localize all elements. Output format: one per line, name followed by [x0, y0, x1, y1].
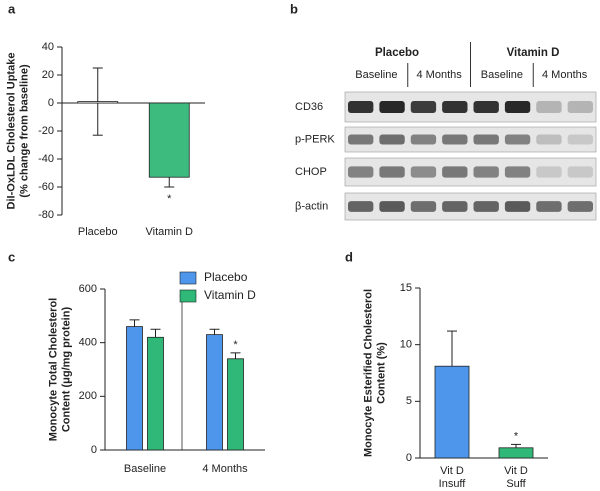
- blot-band: [348, 134, 374, 145]
- blot-band: [536, 166, 562, 178]
- blot-band: [536, 101, 562, 113]
- blot-band: [504, 134, 531, 145]
- y-tick-label: 0: [48, 97, 54, 109]
- y-tick-label: -20: [38, 125, 54, 137]
- blot-band: [473, 166, 499, 178]
- blot-band: [410, 101, 437, 113]
- panel-label: a: [8, 1, 16, 16]
- x-tick-label: 4 Months: [202, 463, 248, 475]
- blot-band: [442, 166, 468, 178]
- timepoint-label: 4 Months: [417, 69, 463, 81]
- y-tick-label: -40: [38, 153, 54, 165]
- blot-band: [348, 166, 374, 178]
- x-tick-label: Vit D: [440, 465, 464, 477]
- blot-band: [442, 101, 468, 113]
- significance-marker: *: [167, 193, 172, 205]
- blot-band: [410, 134, 437, 145]
- bar: [126, 326, 143, 451]
- blot-band: [379, 101, 405, 113]
- bar: [77, 101, 119, 104]
- y-tick-label: 600: [79, 283, 97, 295]
- y-axis-label: Monocyte Esterified Cholesterol: [362, 289, 374, 457]
- y-axis-label: (% change from baseline): [18, 64, 30, 198]
- blot-band: [442, 201, 468, 212]
- bar: [227, 358, 244, 451]
- blot-band: [379, 201, 405, 212]
- bar: [206, 334, 223, 451]
- blot-row-label: p-PERK: [295, 133, 335, 145]
- y-tick-label: 0: [406, 452, 412, 464]
- timepoint-label: 4 Months: [542, 69, 588, 81]
- y-tick-label: 20: [42, 69, 54, 81]
- y-axis-label: DiI-OxLDL Cholesterol Uptake: [5, 53, 17, 210]
- blot-band: [473, 201, 499, 212]
- bar: [498, 447, 534, 459]
- x-tick-label: Suff: [506, 478, 526, 490]
- blot-band: [379, 134, 405, 145]
- timepoint-label: Baseline: [355, 69, 397, 81]
- blot-band: [567, 134, 593, 145]
- blot-band: [536, 201, 562, 212]
- blot-band: [567, 166, 593, 178]
- bar: [147, 336, 164, 451]
- y-tick-label: 0: [91, 444, 97, 456]
- significance-marker: *: [514, 430, 519, 442]
- blot-band: [504, 201, 531, 212]
- legend-swatch: [179, 271, 197, 285]
- blot-row-label: β-actin: [295, 200, 328, 212]
- bar: [434, 365, 470, 459]
- x-tick-label: Vitamin D: [146, 226, 194, 238]
- y-tick-label: 200: [79, 390, 97, 402]
- y-tick-label: -80: [38, 209, 54, 221]
- timepoint-label: Baseline: [481, 69, 523, 81]
- blot-band: [410, 201, 437, 212]
- blot-band: [348, 101, 374, 113]
- blot-row-label: CD36: [295, 101, 323, 113]
- blot-band: [504, 166, 531, 178]
- blot-band: [536, 134, 562, 145]
- blot-band: [410, 166, 437, 178]
- panel-label: d: [345, 249, 353, 264]
- x-tick-label: Vit D: [504, 465, 528, 477]
- blot-row-label: CHOP: [295, 166, 327, 178]
- y-tick-label: 5: [406, 395, 412, 407]
- y-axis-label: Content (%): [375, 342, 387, 404]
- significance-marker: *: [233, 339, 238, 351]
- y-tick-label: -60: [38, 181, 54, 193]
- blot-band: [348, 201, 374, 212]
- panel-label: b: [290, 1, 298, 16]
- blot-band: [567, 201, 593, 212]
- legend-label: Vitamin D: [204, 288, 256, 302]
- x-tick-label: Placebo: [78, 226, 118, 238]
- blot-band: [442, 134, 468, 145]
- legend-swatch: [179, 289, 197, 303]
- y-axis-label: Monocyte Total Cholesterol: [47, 298, 59, 441]
- blot-band: [473, 134, 499, 145]
- x-tick-label: Baseline: [124, 463, 166, 475]
- bar: [148, 102, 190, 178]
- y-tick-label: 15: [400, 282, 412, 294]
- y-axis-label: Content (μg/mg protein): [60, 307, 72, 433]
- x-tick-label: Insuff: [439, 478, 467, 490]
- blot-band: [379, 166, 405, 178]
- panel-label: c: [8, 249, 15, 264]
- blot-band: [504, 101, 531, 113]
- blot-band: [473, 101, 499, 113]
- y-tick-label: 400: [79, 337, 97, 349]
- y-tick-label: 40: [42, 41, 54, 53]
- blot-band: [567, 101, 593, 113]
- y-tick-label: 10: [400, 339, 412, 351]
- legend-label: Placebo: [204, 270, 248, 284]
- group-header: Placebo: [375, 47, 419, 59]
- group-header: Vitamin D: [507, 47, 560, 59]
